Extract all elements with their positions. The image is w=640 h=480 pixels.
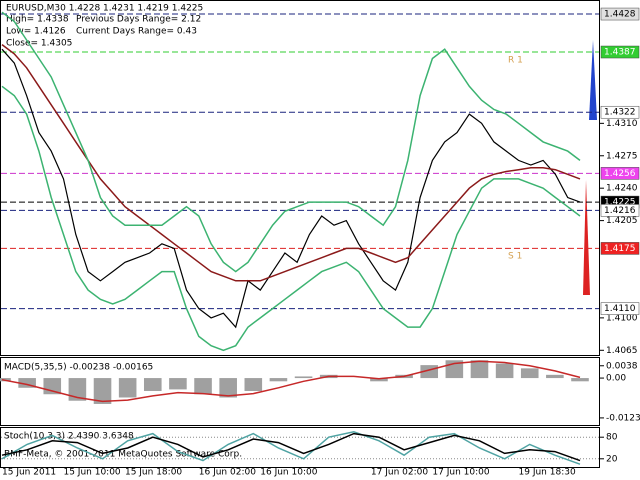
level-label: 1.4256 [604,169,636,179]
histogram-bar [18,378,36,388]
series-line [1,85,581,352]
panel-title: Stoch(10,3,3) 2.4390 3.6348 [4,432,134,442]
y-tick-label: -0.01231 [606,413,640,423]
series-line [1,11,581,273]
histogram-bar [269,378,288,382]
level-box [600,7,640,21]
stoch-panel [0,427,600,468]
info: Low= 1.4126 [6,27,66,37]
info: Previous Days Range= 2.12 [76,15,201,25]
level-box [600,204,640,217]
series-line [1,431,581,465]
x-tick-label: 17 Jun 10:00 [432,468,489,478]
histogram-bar [571,378,589,382]
series-line [1,48,581,329]
y-tick-label: 1.4065 [606,346,638,356]
level-box [600,167,640,180]
info: High= 1.4338 [6,15,69,25]
histogram-bar [495,363,514,379]
x-tick-label: 15 Jun 2011 [2,468,56,478]
x-tick-label: 16 Jun 02:00 [199,468,256,478]
x-tick-label: 15 Jun 10:00 [63,468,120,478]
info: Current Days Range= 0.43 [76,27,197,37]
histogram-bar [169,378,187,390]
series-line [1,44,581,282]
level-label: 1.4216 [604,206,636,216]
y-tick-label: 1.4240 [606,184,638,194]
histogram-bar [470,360,489,379]
histogram-bar [546,374,564,379]
main-panel [0,0,600,356]
level-box [600,105,640,119]
panel-title: MACD(5,35,5) -0.00238 -0.00165 [4,363,153,373]
y-tick-label: 1.4205 [606,216,638,226]
series-line [1,360,581,403]
info: Close= 1.4305 [6,39,72,49]
histogram-bar [93,378,112,404]
level-box [600,242,640,255]
histogram-bar [244,378,263,392]
x-tick-label: 15 Jun 18:00 [125,468,182,478]
level-label: 1.4322 [604,108,636,118]
y-tick-label: 0.00 [606,374,626,384]
x-tick-label: 19 Jun 18:30 [519,468,576,478]
level-box [600,302,640,315]
y-tick-label: 1.4275 [606,151,638,161]
histogram-bar [194,378,212,395]
r1-label: R 1 [508,56,523,66]
y-tick-label: 1.4100 [606,313,638,323]
macd-panel [0,357,600,426]
histogram-bar [294,376,313,379]
s1-label: S 1 [508,252,522,262]
y-tick-label: 0.0038 [606,361,638,371]
copyright: BMF-Meta, © 2001-2011 MetaQuotes Softwar… [4,450,242,460]
x-tick-label: 16 Jun 10:00 [260,468,317,478]
histogram-bar [370,378,388,382]
level-label: 1.4428 [604,10,636,20]
x-tick-label: 17 Jun 02:00 [371,468,428,478]
histogram-bar [520,368,539,379]
level-label: 1.4225 [604,198,636,208]
y-tick-label: 80 [606,433,618,443]
level-label: 1.4387 [604,48,636,58]
histogram-bar [68,378,87,401]
level-label: 1.4110 [604,304,636,314]
histogram-bar [143,378,162,392]
level-box [600,45,640,59]
series-line [1,432,581,462]
histogram-bar [118,378,137,398]
y-tick-label: 1.4310 [606,119,638,129]
level-label: 1.4175 [604,244,636,254]
histogram-bar [219,378,237,398]
y-tick-label: 20 [606,454,618,464]
arrow-down [583,180,590,295]
arrow-up [589,40,597,120]
chart-title: EURUSD,M30 1.4228 1.4231 1.4219 1.4225 [6,4,203,14]
